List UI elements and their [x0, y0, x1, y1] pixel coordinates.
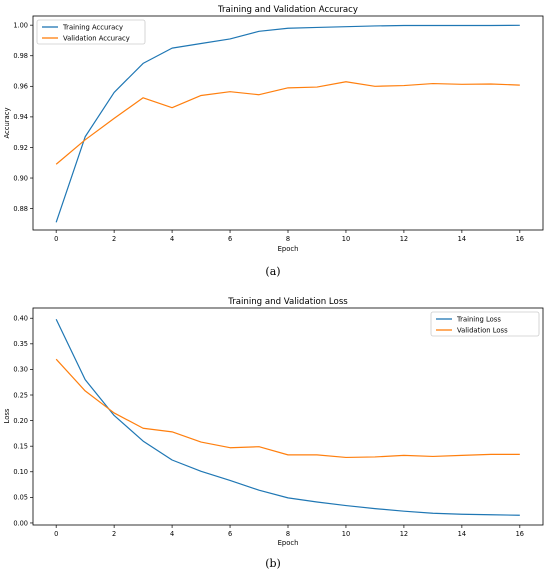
x-tick-label: 0: [54, 235, 58, 243]
legend-label: Validation Loss: [457, 326, 508, 334]
y-tick-label: 0.05: [13, 494, 28, 502]
y-tick-label: 0.25: [13, 391, 28, 399]
x-tick-label: 12: [400, 235, 408, 243]
x-tick-label: 8: [286, 530, 290, 538]
legend: Training Loss Validation Loss: [430, 311, 540, 337]
x-tick-label: 10: [342, 530, 350, 538]
y-tick-label: 0.00: [13, 519, 28, 527]
axis-ticks: 0 2 4 6 8 10 12 14 16 0.00 0.05 0.10 0.15 0.20 0.25 0.3…: [13, 315, 524, 538]
x-tick-label: 14: [458, 235, 466, 243]
y-tick-label: 0.20: [13, 417, 28, 425]
x-tick-label: 16: [516, 235, 524, 243]
x-tick-label: 14: [458, 530, 466, 538]
chart-title: Training and Validation Accuracy: [217, 5, 358, 15]
y-tick-label: 0.92: [13, 144, 28, 152]
x-axis-label: Epoch: [278, 245, 299, 253]
x-axis-label: Epoch: [278, 539, 299, 547]
y-tick-label: 1.00: [13, 21, 28, 29]
y-tick-label: 0.35: [13, 340, 28, 348]
y-tick-label: 0.40: [13, 315, 28, 323]
chart-title: Training and Validation Loss: [227, 297, 348, 307]
panel-label: (a): [265, 265, 280, 278]
series-line: [55, 24, 520, 223]
y-tick-label: 0.88: [13, 205, 28, 213]
y-tick-label: 0.96: [13, 83, 28, 91]
legend-box: [36, 19, 146, 45]
y-tick-label: 0.98: [13, 52, 28, 60]
panel-label: (b): [265, 557, 281, 570]
y-tick-label: 0.15: [13, 442, 28, 450]
legend-box: [430, 311, 540, 337]
legend-label: Training Accuracy: [62, 23, 123, 31]
x-tick-label: 6: [228, 530, 232, 538]
series-line: [55, 319, 520, 516]
y-tick-label: 0.94: [13, 113, 28, 121]
x-tick-label: 0: [54, 530, 58, 538]
y-axis-label: Loss: [3, 408, 11, 423]
y-tick-label: 0.90: [13, 174, 28, 182]
x-tick-label: 2: [112, 530, 116, 538]
x-tick-label: 10: [342, 235, 350, 243]
axis-ticks: 0 2 4 6 8 10 12 14 16 0.88 0.90 0.92 0.94 0.96 0.98 1.0…: [13, 21, 524, 243]
plot-frame: [32, 15, 544, 231]
x-tick-label: 6: [228, 235, 232, 243]
x-tick-label: 16: [516, 530, 524, 538]
legend-label: Validation Accuracy: [63, 34, 130, 42]
series-lines: [55, 319, 520, 516]
x-tick-label: 4: [170, 235, 174, 243]
series-lines: [55, 24, 520, 223]
series-line: [55, 358, 520, 459]
accuracy-chart: Training and Validation Accuracy 0 2 4 6 8 10…: [3, 5, 544, 278]
loss-chart: Training and Validation Loss 0 2 4 6 8 10 12 14…: [3, 297, 544, 570]
x-tick-label: 2: [112, 235, 116, 243]
x-tick-label: 8: [286, 235, 290, 243]
x-tick-label: 12: [400, 530, 408, 538]
plot-frame: [32, 307, 544, 526]
x-tick-label: 4: [170, 530, 174, 538]
series-line: [55, 81, 520, 165]
legend-label: Training Loss: [456, 315, 501, 323]
y-tick-label: 0.10: [13, 468, 28, 476]
legend: Training Accuracy Validation Accuracy: [36, 19, 146, 45]
y-axis-label: Accuracy: [3, 107, 11, 138]
y-tick-label: 0.30: [13, 366, 28, 374]
